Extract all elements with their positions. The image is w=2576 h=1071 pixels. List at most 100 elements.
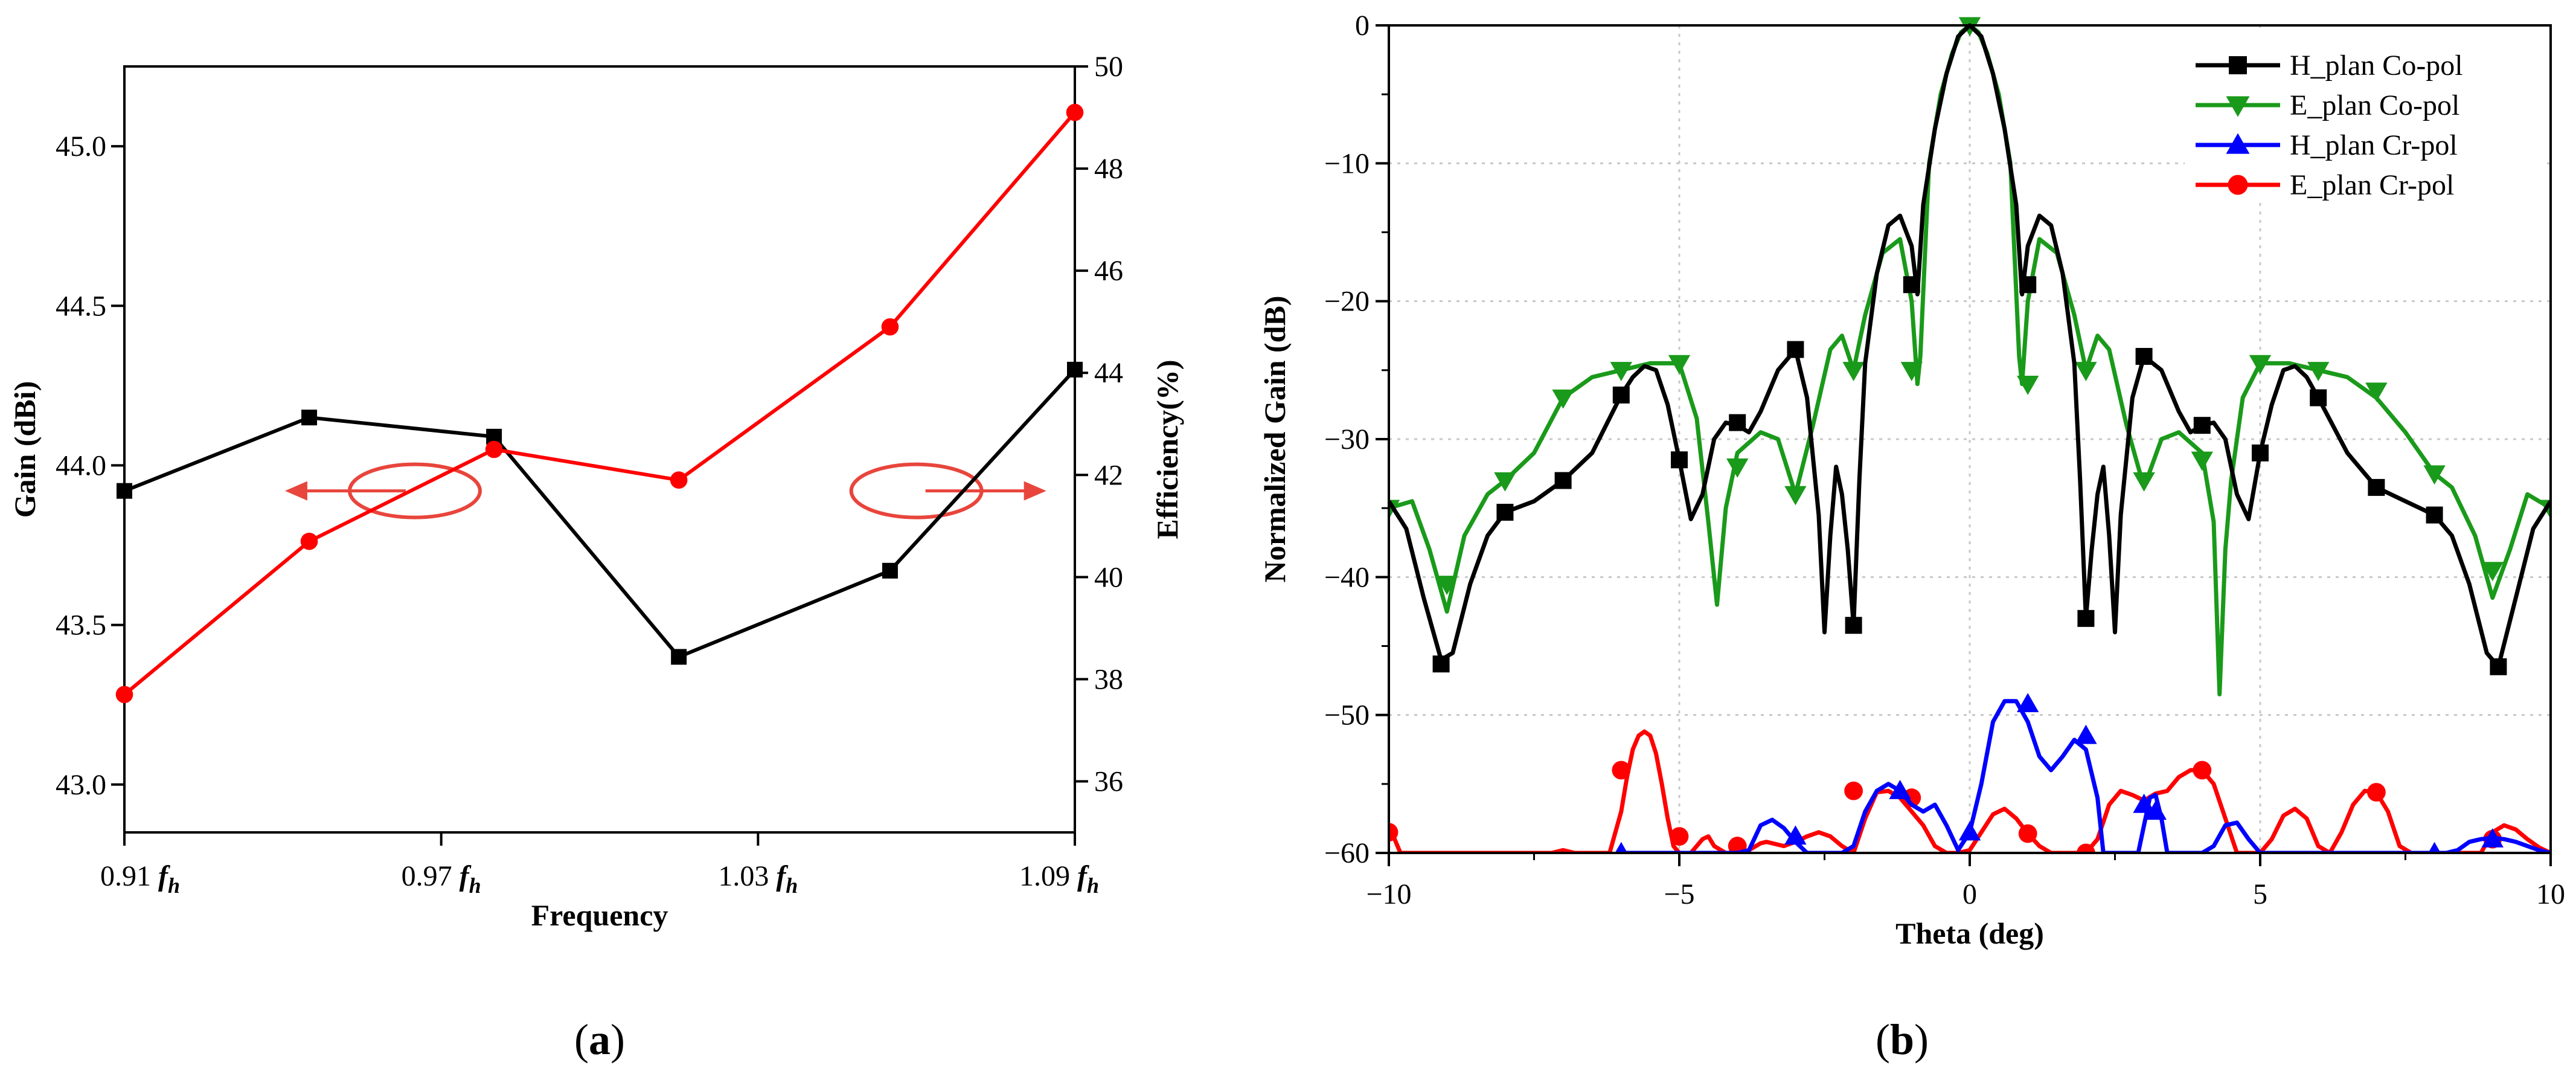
series-marker-e-plan-co-pol [2307, 362, 2330, 382]
series-marker-e-plan-co-pol [2017, 376, 2039, 395]
x-tick-label: −10 [1366, 878, 1411, 910]
panel-a-plot-frame [123, 65, 1076, 834]
series-marker-e-plan-co-pol [1900, 362, 1923, 382]
x-tick-label: 0.97 fh [402, 860, 481, 898]
series-marker-e-plan-cr-pol [2077, 843, 2095, 853]
x-tick-unit: f [158, 860, 170, 892]
y-tick-label: −60 [1324, 837, 1370, 869]
series-marker-h-plan-co-pol [2019, 276, 2037, 294]
series-marker-h-plan-co-pol [1554, 472, 1572, 489]
series-marker-e-plan-cr-pol [2018, 824, 2037, 843]
legend-label-h-plan-cr-pol: H_plan Cr-pol [2290, 129, 2458, 161]
right-tick-label: 44 [1094, 357, 1123, 389]
series-marker-h-plan-co-pol [2426, 506, 2443, 524]
x-tick-number: 0.97 [402, 860, 460, 892]
panel-b-caption: (b) [1876, 1015, 1929, 1064]
x-tick-label: −5 [1664, 878, 1694, 910]
annotation-arrow-head [1024, 481, 1046, 501]
series-marker-h-plan-co-pol [2368, 478, 2385, 496]
legend-marker-h-plan-cr-pol [2226, 133, 2250, 154]
series-marker-e-plan-co-pol [2075, 362, 2097, 382]
right-tick-label: 50 [1094, 51, 1123, 83]
series-marker-efficiency [115, 686, 133, 704]
left-tick-label: 45.0 [56, 130, 106, 162]
series-marker-e-plan-co-pol [2249, 355, 2272, 375]
x-tick-label: 1.09 fh [1019, 860, 1099, 898]
panel-a-x-axis-title: Frequency [531, 898, 668, 932]
series-marker-h-plan-cr-pol [2144, 800, 2167, 820]
panel-a-series [115, 103, 1084, 704]
y-tick-label: 0 [1355, 10, 1370, 42]
panel-a-left-axis-title: Gain (dBi) [8, 381, 42, 518]
series-marker-e-plan-cr-pol [1728, 837, 1747, 853]
panel-b-series [1389, 17, 2551, 853]
y-tick-label: −50 [1324, 700, 1370, 732]
panel-b-x-axis-ticks: −10 −5 0 5 10 [1366, 853, 2565, 910]
panel-a-gain-efficiency-chart: 43.0 43.5 44.0 44.5 45.0 36 38 40 42 44 46 48 50 0.… [8, 51, 1184, 1064]
series-marker-efficiency [1066, 103, 1084, 121]
series-marker-e-plan-cr-pol [2193, 761, 2212, 780]
series-marker-h-plan-co-pol [1671, 451, 1688, 469]
x-tick-unit-subscript: h [786, 873, 798, 898]
series-marker-h-plan-co-pol [2077, 609, 2095, 627]
panel-b-x-axis-title: Theta (deg) [1895, 916, 2044, 950]
left-tick-label: 44.0 [56, 449, 106, 481]
legend-label-h-plan-co-pol: H_plan Co-pol [2290, 50, 2463, 82]
y-tick-label: −40 [1324, 561, 1370, 593]
legend-label-e-plan-co-pol: E_plan Co-pol [2290, 89, 2459, 121]
legend-label-e-plan-cr-pol: E_plan Cr-pol [2290, 169, 2454, 201]
x-tick-label: 10 [2536, 878, 2565, 910]
series-marker-e-plan-co-pol [1668, 355, 1691, 375]
right-tick-label: 36 [1094, 765, 1123, 797]
series-marker-efficiency [670, 471, 688, 489]
series-marker-h-plan-cr-pol [1958, 821, 1981, 841]
legend-marker-h-plan-co-pol [2229, 56, 2247, 74]
series-marker-h-plan-co-pol [1903, 276, 1920, 294]
right-tick-label: 48 [1094, 153, 1123, 185]
series-marker-h-plan-co-pol [2252, 444, 2269, 462]
series-marker-e-plan-co-pol [2133, 472, 2155, 492]
x-tick-unit-subscript: h [168, 873, 180, 898]
series-marker-efficiency [485, 440, 503, 458]
series-marker-e-plan-cr-pol [1612, 761, 1631, 780]
right-tick-label: 46 [1094, 255, 1123, 287]
series-marker-e-plan-co-pol [1436, 576, 1458, 595]
series-marker-h-plan-co-pol [1496, 504, 1514, 521]
x-tick-unit-subscript: h [1087, 873, 1099, 898]
series-marker-e-plan-cr-pol [1670, 827, 1689, 846]
series-marker-h-plan-co-pol [2135, 348, 2153, 365]
series-marker-gain [117, 483, 132, 499]
series-marker-h-plan-co-pol [2310, 389, 2327, 407]
x-tick-label: 1.03 fh [718, 860, 798, 898]
series-marker-e-plan-cr-pol [1389, 823, 1399, 842]
series-marker-e-plan-co-pol [2423, 465, 2446, 485]
series-marker-h-plan-cr-pol [1615, 841, 1628, 853]
series-marker-h-plan-cr-pol [2481, 828, 2504, 847]
series-marker-e-plan-co-pol [1726, 458, 1749, 478]
panel-a-x-axis-ticks: 0.91 fh 0.97 fh 1.03 fh 1.09 fh [100, 832, 1099, 898]
series-marker-e-plan-co-pol [1842, 362, 1865, 382]
series-marker-gain [1067, 361, 1083, 378]
series-marker-e-plan-co-pol [1610, 362, 1632, 382]
series-marker-h-plan-co-pol [1612, 386, 1630, 404]
series-marker-e-plan-co-pol [2365, 382, 2388, 402]
x-tick-label: 0 [1962, 878, 1977, 910]
series-marker-gain [671, 649, 687, 665]
series-line-h-plan-cr-pol [1621, 699, 2551, 853]
series-marker-e-plan-co-pol [1494, 472, 1516, 492]
panel-a-right-axis-ticks: 36 38 40 42 44 46 48 50 [1075, 51, 1123, 797]
series-marker-h-plan-co-pol [2193, 417, 2211, 434]
series-marker-e-plan-co-pol [1784, 486, 1807, 506]
legend-marker-e-plan-cr-pol [2228, 175, 2248, 195]
x-tick-unit-subscript: h [469, 873, 481, 898]
left-tick-label: 44.5 [56, 290, 106, 322]
series-line-efficiency [123, 111, 1077, 696]
series-marker-h-plan-co-pol [1432, 655, 1450, 673]
series-marker-h-plan-co-pol [1845, 617, 1862, 634]
x-tick-label: 5 [2253, 878, 2267, 910]
series-line-gain [123, 368, 1077, 659]
series-marker-e-plan-co-pol [2191, 451, 2213, 471]
panel-b-legend: H_plan Co-pol E_plan Co-pol H_plan Cr-pol E… [2185, 28, 2547, 203]
series-marker-h-plan-co-pol [2490, 658, 2507, 675]
